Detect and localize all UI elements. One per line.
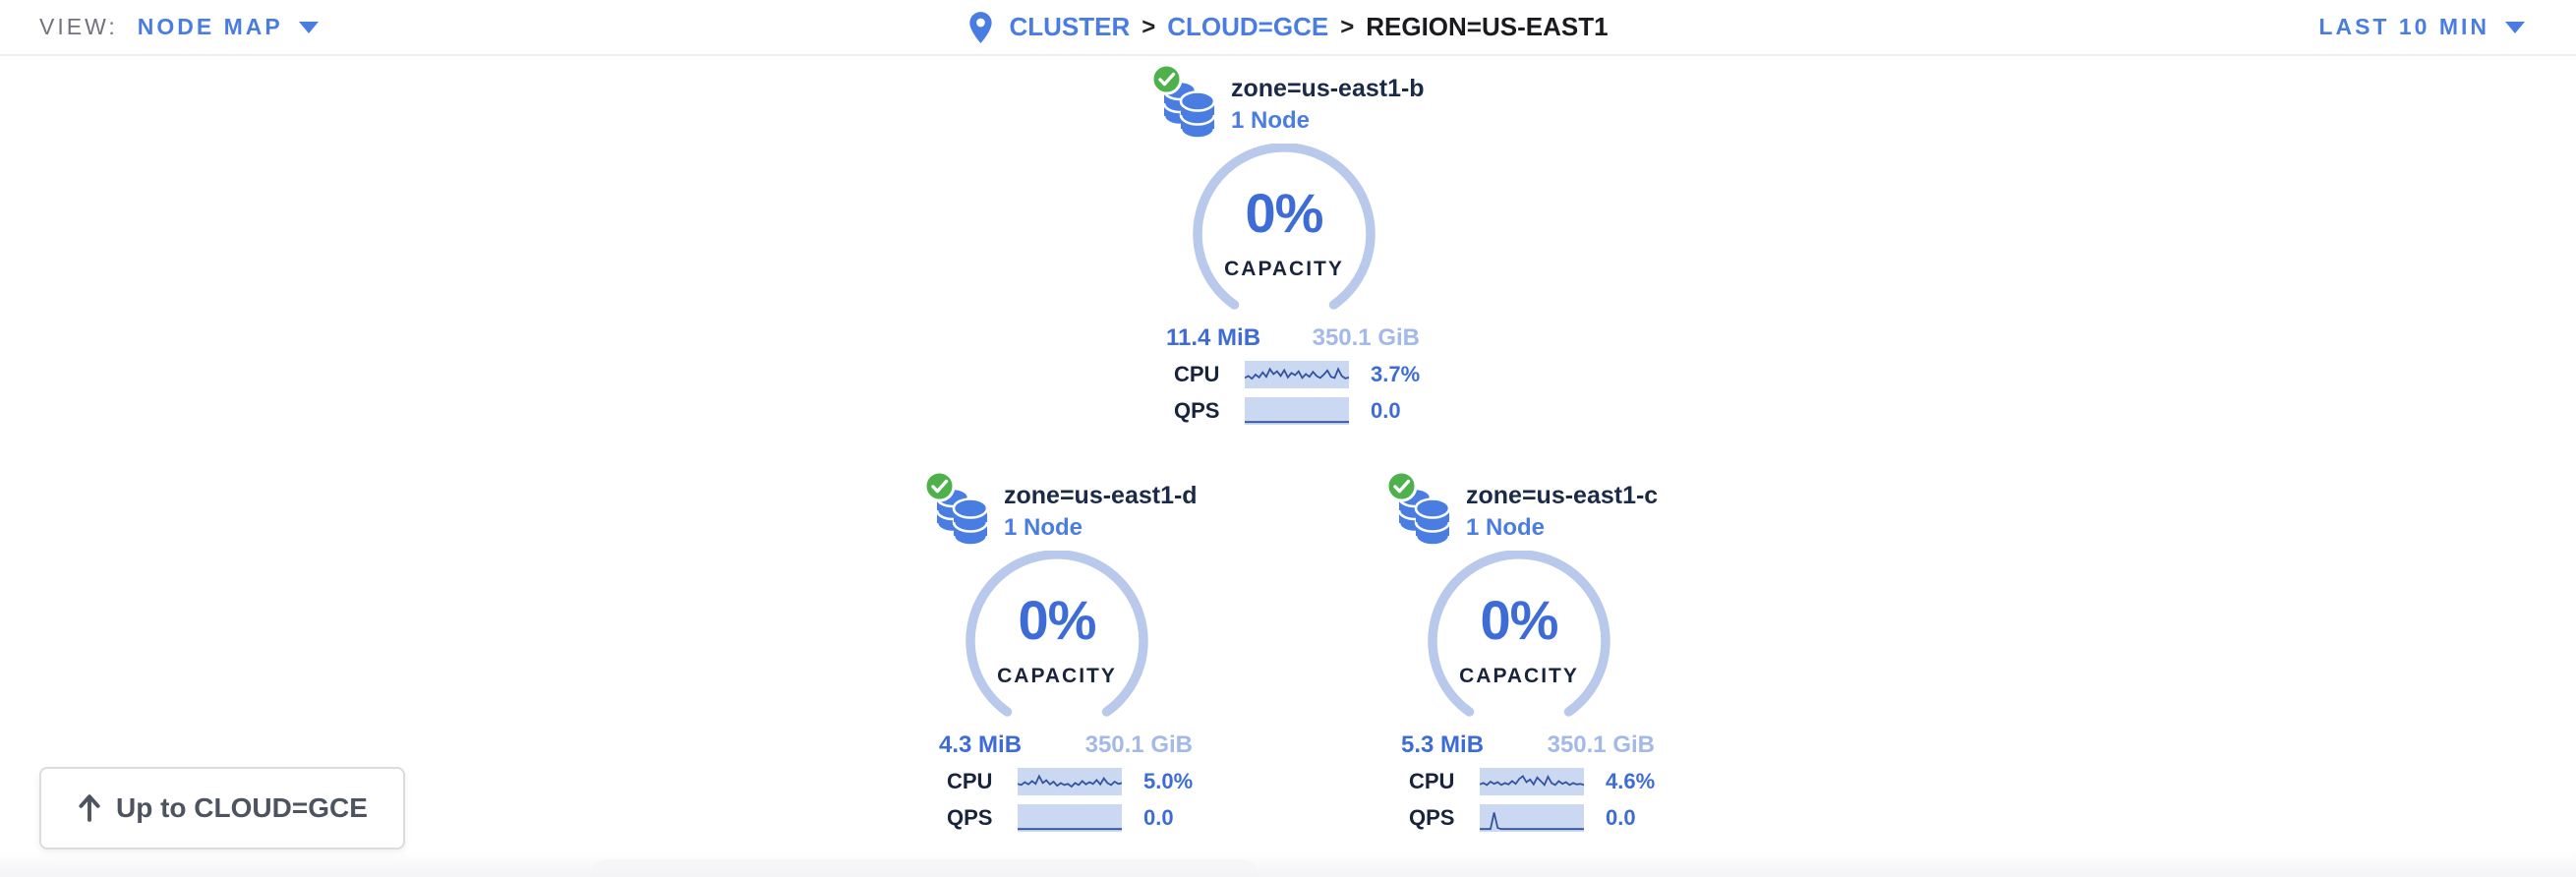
capacity-percent: 0% (1245, 182, 1324, 244)
capacity-percent: 0% (1480, 589, 1559, 651)
arrow-up-icon (79, 794, 100, 822)
cpu-label: CPU (947, 769, 993, 793)
zone-name: zone=us-east1-b (1231, 75, 1425, 102)
capacity-label: CAPACITY (1459, 665, 1579, 687)
view-mode-dropdown[interactable]: VIEW: NODE MAP (39, 0, 319, 54)
green-check-icon (1385, 470, 1418, 502)
view-mode-value: NODE MAP (137, 14, 283, 39)
cpu-sparkline (1245, 361, 1349, 388)
map-bottom-shading (0, 851, 2576, 877)
capacity-percent: 0% (1018, 589, 1097, 651)
capacity-total: 350.1 GiB (1084, 731, 1193, 758)
cpu-label: CPU (1174, 362, 1220, 386)
zone-card-us-east1-c[interactable]: zone=us-east1-c 1 Node 0% CAPACITY 5.3 M… (1362, 470, 1676, 832)
qps-metric-row: QPS 0.0 (900, 804, 1214, 832)
breadcrumb: CLUSTER > CLOUD=GCE > REGION=US-EAST1 (967, 0, 1609, 54)
qps-label: QPS (947, 805, 993, 830)
cpu-sparkline (1480, 768, 1584, 795)
zone-header: zone=us-east1-c 1 Node (1362, 470, 1676, 549)
breadcrumb-cloud-link[interactable]: CLOUD=GCE (1167, 12, 1329, 41)
capacity-gauge: 0% CAPACITY (1421, 551, 1617, 726)
zone-header-text: zone=us-east1-c 1 Node (1466, 482, 1658, 542)
capacity-values: 5.3 MiB 350.1 GiB (1362, 731, 1676, 759)
top-bar: VIEW: NODE MAP CLUSTER > CLOUD=GCE > REG… (0, 0, 2576, 56)
capacity-gauge-arc (966, 551, 1148, 717)
cpu-sparkline (1018, 768, 1122, 795)
qps-value: 0.0 (1371, 398, 1401, 423)
view-label: VIEW: (39, 14, 118, 39)
cpu-value: 5.0% (1143, 769, 1194, 793)
chevron-down-icon (2505, 21, 2525, 33)
zone-header: zone=us-east1-b 1 Node (1127, 63, 1441, 142)
qps-value: 0.0 (1606, 805, 1636, 830)
zone-node-count: 1 Node (1004, 514, 1083, 541)
capacity-label: CAPACITY (1224, 258, 1344, 280)
zone-node-count: 1 Node (1466, 514, 1546, 541)
green-check-icon (923, 470, 956, 502)
capacity-total: 350.1 GiB (1312, 324, 1420, 351)
time-range-dropdown[interactable]: LAST 10 MIN (2318, 0, 2525, 54)
qps-sparkline (1245, 397, 1349, 425)
zone-card-us-east1-b[interactable]: zone=us-east1-b 1 Node 0% CAPACITY 11.4 … (1127, 63, 1441, 425)
database-stack-icon (935, 487, 989, 547)
qps-value: 0.0 (1143, 805, 1174, 830)
capacity-used: 5.3 MiB (1401, 731, 1485, 758)
qps-label: QPS (1409, 805, 1455, 830)
breadcrumb-current-region: REGION=US-EAST1 (1366, 12, 1609, 41)
breadcrumb-cluster-link[interactable]: CLUSTER (1009, 12, 1131, 41)
qps-metric-row: QPS 0.0 (1362, 804, 1676, 832)
qps-label: QPS (1174, 398, 1220, 423)
capacity-used: 11.4 MiB (1166, 324, 1261, 351)
cpu-value: 4.6% (1606, 769, 1656, 793)
breadcrumb-separator: > (1340, 13, 1355, 40)
zone-node-count: 1 Node (1231, 107, 1311, 134)
cpu-metric-row: CPU 5.0% (900, 768, 1214, 795)
location-pin-icon (969, 11, 992, 43)
qps-metric-row: QPS 0.0 (1127, 397, 1441, 425)
up-to-cloud-button[interactable]: Up to CLOUD=GCE (39, 767, 405, 849)
green-check-icon (1150, 63, 1183, 95)
cpu-metric-row: CPU 4.6% (1362, 768, 1676, 795)
qps-sparkline (1018, 804, 1122, 832)
cpu-label: CPU (1409, 769, 1455, 793)
time-range-value: LAST 10 MIN (2318, 14, 2489, 39)
breadcrumb-separator: > (1142, 13, 1156, 40)
capacity-gauge: 0% CAPACITY (1186, 144, 1382, 319)
zone-name: zone=us-east1-c (1466, 482, 1659, 509)
capacity-used: 4.3 MiB (939, 731, 1023, 758)
capacity-label: CAPACITY (997, 665, 1117, 687)
zone-card-us-east1-d[interactable]: zone=us-east1-d 1 Node 0% CAPACITY 4.3 M… (900, 470, 1214, 832)
capacity-gauge-arc (1193, 144, 1376, 310)
qps-sparkline (1480, 804, 1584, 832)
capacity-gauge-arc (1428, 551, 1610, 717)
cpu-value: 3.7% (1371, 362, 1421, 386)
capacity-values: 4.3 MiB 350.1 GiB (900, 731, 1214, 759)
capacity-total: 350.1 GiB (1547, 731, 1655, 758)
capacity-values: 11.4 MiB 350.1 GiB (1127, 324, 1441, 352)
cpu-metric-row: CPU 3.7% (1127, 361, 1441, 388)
zone-name: zone=us-east1-d (1004, 482, 1198, 509)
zone-header-text: zone=us-east1-d 1 Node (1004, 482, 1198, 542)
capacity-gauge: 0% CAPACITY (959, 551, 1155, 726)
zone-header-text: zone=us-east1-b 1 Node (1231, 75, 1425, 135)
chevron-down-icon (298, 21, 319, 33)
up-to-cloud-label: Up to CLOUD=GCE (116, 792, 368, 823)
zone-header: zone=us-east1-d 1 Node (900, 470, 1214, 549)
